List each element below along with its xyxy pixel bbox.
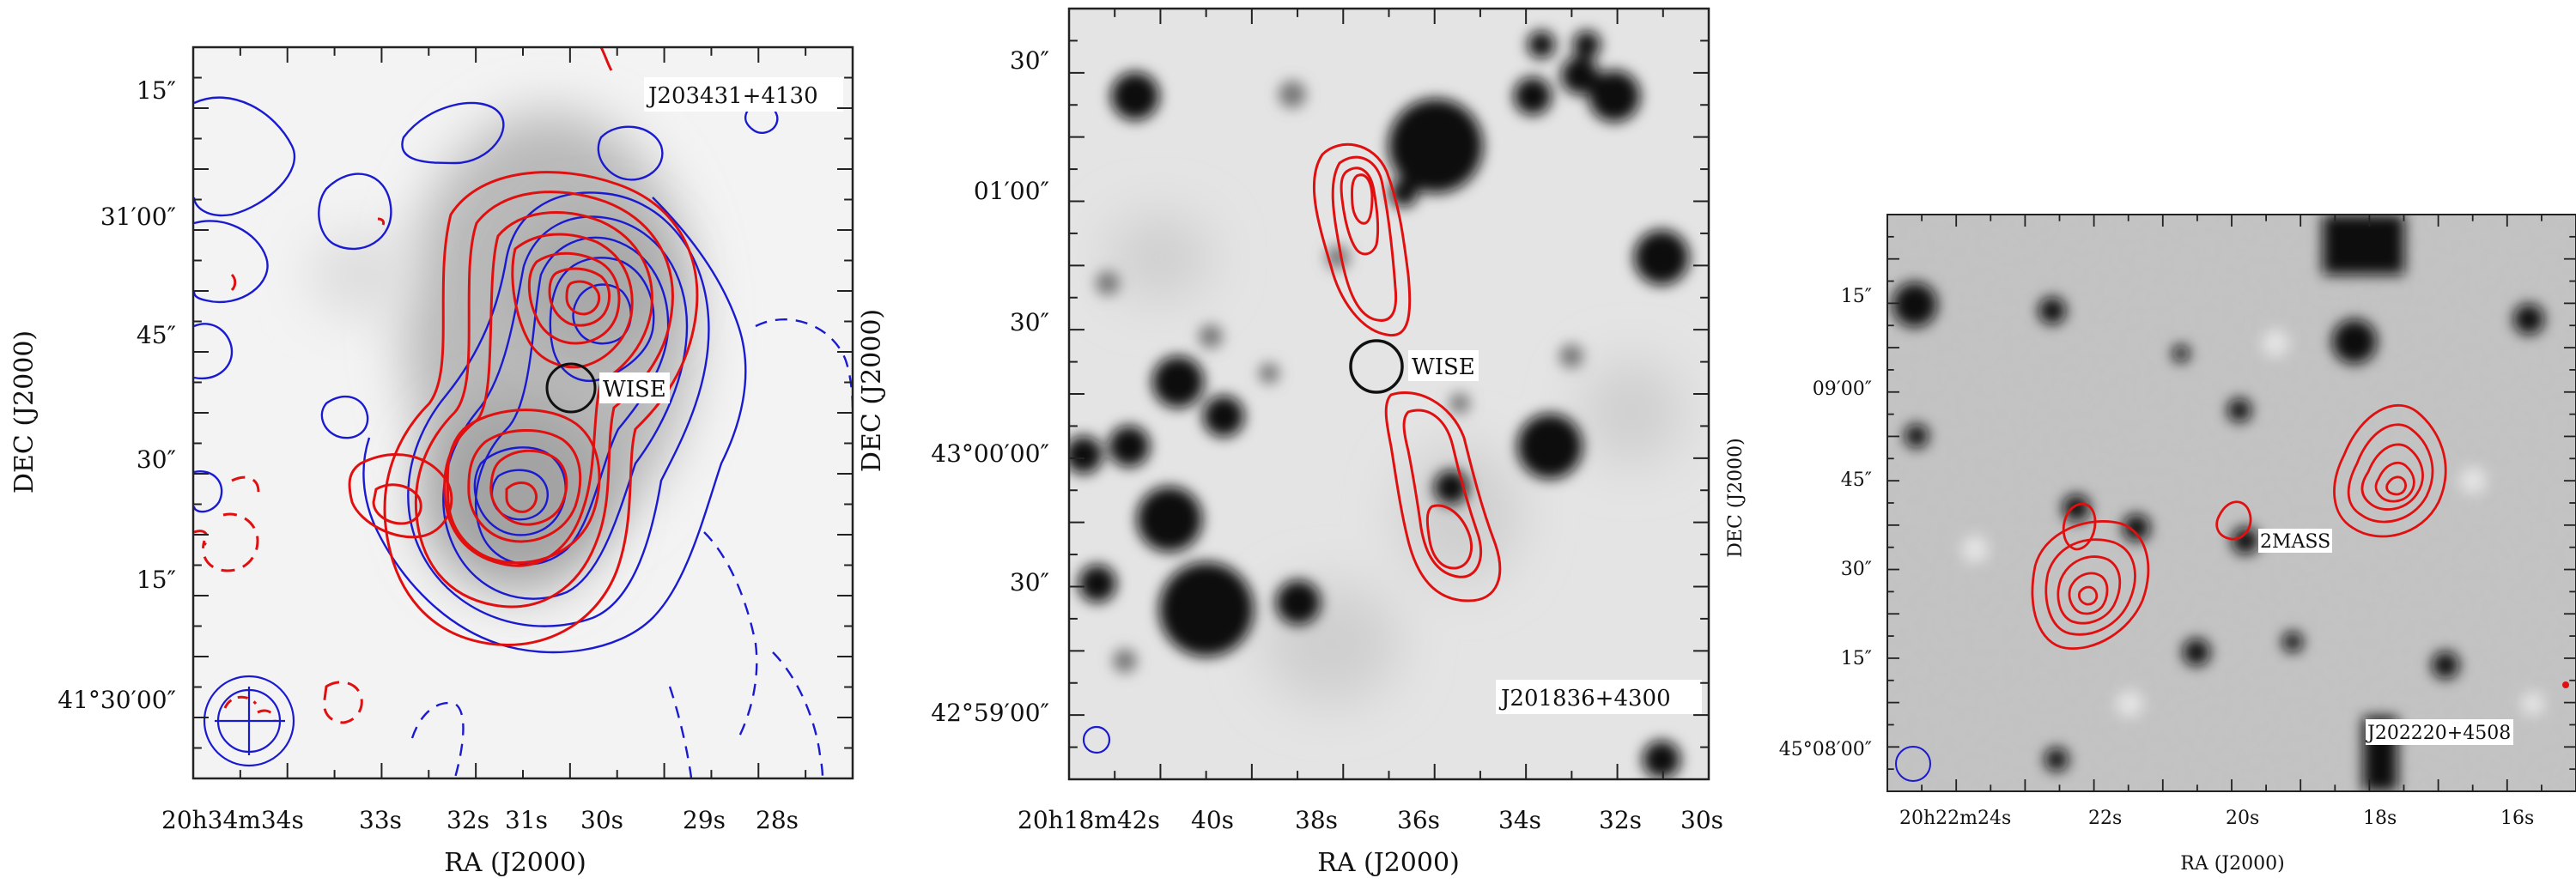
source-label-bg (1496, 680, 1702, 714)
panel-1: WISE J203431+4130 20h34m34s 33s 32s 31s … (9, 45, 854, 878)
ra-tick: 28s (756, 806, 799, 834)
panel-3-ra-ticks: 20h22m24s 22s 20s 18s 16s (1899, 808, 2534, 829)
dec-tick: 01′00″ (974, 177, 1049, 205)
ra-tick: 30s (1680, 806, 1723, 834)
dec-tick: 09′00″ (1813, 378, 1872, 400)
ra-tick: 29s (683, 806, 726, 834)
2mass-label-bg (2258, 529, 2332, 553)
ra-tick: 20h22m24s (1899, 808, 2011, 829)
panel-2-ra-ticks: 20h18m42s 40s 38s 36s 34s 32s 30s (1018, 806, 1723, 834)
wise-label-bg (599, 372, 670, 403)
source-label: J203431+4130 (646, 83, 818, 109)
ra-tick: 34s (1498, 806, 1541, 834)
panel-1-dec-ticks: 15″ 31′00″ 45″ 30″ 15″ 41°30′00″ (58, 76, 176, 714)
ra-tick: 20h34m34s (161, 806, 304, 834)
dec-tick: 31′00″ (100, 203, 176, 231)
beam-marker (203, 675, 295, 767)
panel-1-ra-ticks: 20h34m34s 33s 32s 31s 30s 29s 28s (161, 806, 799, 834)
panel-3: 2MASS J202220+4508 20h22m24s 22s 20s 18s… (1725, 214, 2576, 875)
ra-tick: 31s (505, 806, 548, 834)
red-dot (2562, 681, 2569, 688)
dec-tick: 30″ (1010, 46, 1049, 75)
ra-tick: 20h18m42s (1018, 806, 1160, 834)
source-label-bg (644, 77, 843, 112)
source-label-bg (2366, 719, 2513, 745)
dec-tick: 45°08′00″ (1779, 739, 1872, 760)
beam-marker (1895, 746, 1931, 782)
panel-2-xlabel: RA (J2000) (1317, 848, 1460, 878)
dec-tick: 30″ (1010, 568, 1049, 596)
source-label: J202220+4508 (2366, 723, 2511, 744)
dec-tick: 41°30′00″ (58, 686, 176, 714)
ra-tick: 20s (2226, 808, 2259, 829)
wise-label: WISE (603, 377, 666, 403)
dec-tick: 15″ (137, 566, 176, 594)
panel-3-xlabel: RA (J2000) (2180, 853, 2284, 875)
panel-2-image: WISE J201836+4300 (1069, 31, 1702, 778)
dec-tick: 15″ (1841, 286, 1872, 307)
dec-tick: 15″ (137, 76, 176, 105)
beam-marker (1082, 725, 1111, 754)
dec-tick: 45″ (137, 321, 176, 349)
red-contours (2031, 403, 2447, 651)
panel-3-dec-ticks: 15″ 09′00″ 45″ 30″ 15″ 45°08′00″ (1779, 286, 1872, 760)
panel-2-ylabel: DEC (J2000) (857, 309, 887, 472)
panel-2-ticks (1069, 9, 1709, 779)
2mass-label: 2MASS (2260, 531, 2330, 553)
panel-1-ylabel: DEC (J2000) (9, 330, 39, 493)
panel-1-image: WISE J203431+4130 (193, 47, 853, 778)
panel-2-dec-ticks: 30″ 01′00″ 30″ 43°00′00″ 30″ 42°59′00″ (931, 46, 1049, 727)
red-contours (1312, 142, 1502, 602)
ra-tick: 38s (1295, 806, 1338, 834)
dec-tick: 30″ (137, 445, 176, 474)
red-dashed-contours (193, 475, 363, 724)
ra-tick: 18s (2363, 808, 2397, 829)
dec-tick: 42°59′00″ (931, 699, 1049, 727)
ra-tick: 33s (359, 806, 402, 834)
ra-tick: 40s (1191, 806, 1234, 834)
panel-2: WISE J201836+4300 20h18m42s 40s 38s 36s … (857, 7, 1723, 878)
red-contours (230, 47, 699, 646)
dec-tick: 43°00′00″ (931, 439, 1049, 468)
panel-1-ticks (193, 47, 853, 778)
wise-marker-circle (1349, 339, 1404, 394)
ra-tick: 32s (1599, 806, 1642, 834)
panel-3-ylabel: DEC (J2000) (1725, 438, 1747, 558)
wise-marker-circle (545, 362, 597, 414)
beam-marker-red (223, 695, 258, 709)
ra-tick: 22s (2088, 808, 2122, 829)
wise-label-bg (1408, 350, 1479, 381)
wise-label: WISE (1412, 354, 1475, 380)
dec-tick: 15″ (1841, 648, 1872, 669)
source-label: J201836+4300 (1498, 686, 1671, 711)
dec-tick: 30″ (1841, 559, 1872, 580)
panel-3-ticks (1887, 215, 2576, 791)
dec-tick: 30″ (1010, 308, 1049, 336)
panel-3-image: 2MASS J202220+4508 (1887, 215, 2576, 791)
panel-1-xlabel: RA (J2000) (444, 848, 586, 878)
stars (1069, 31, 1689, 778)
ra-tick: 16s (2500, 808, 2534, 829)
ra-tick: 30s (580, 806, 623, 834)
ra-tick: 32s (447, 806, 489, 834)
ra-tick: 36s (1397, 806, 1440, 834)
dec-tick: 45″ (1841, 469, 1872, 491)
